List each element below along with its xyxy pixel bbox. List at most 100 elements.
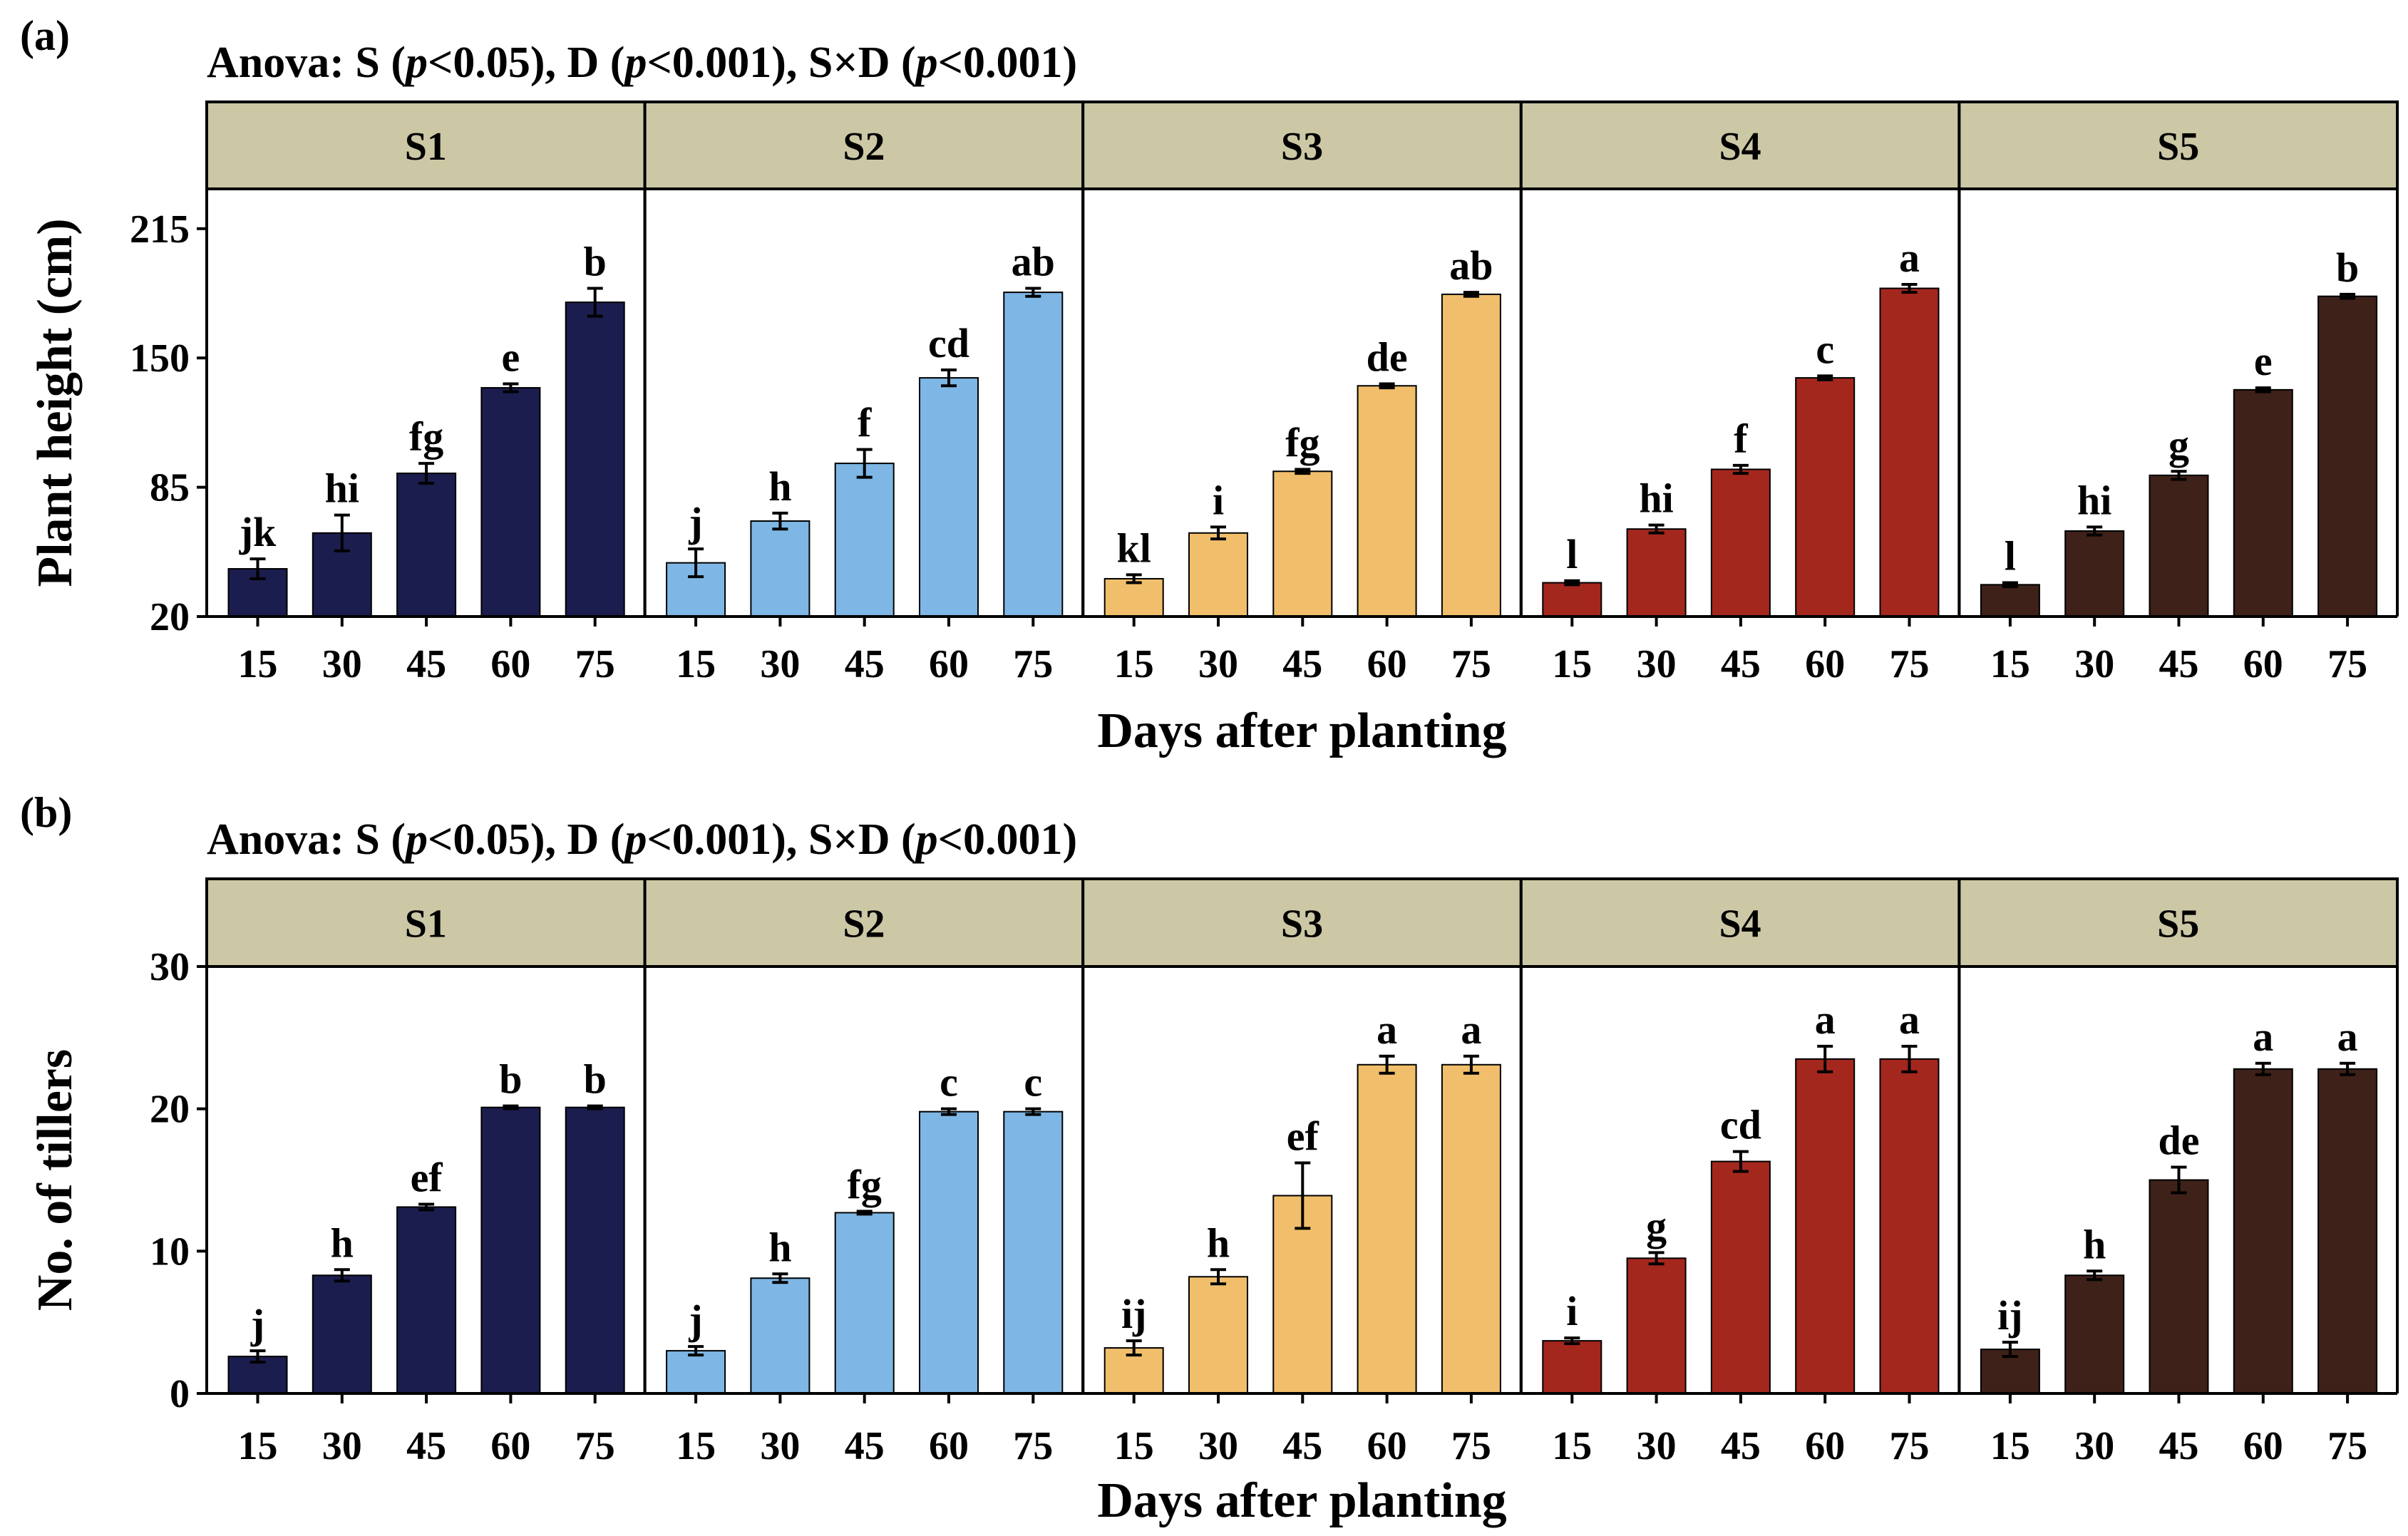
facet-strip — [643, 100, 1085, 190]
x-tick-label: 75 — [575, 1424, 615, 1468]
significance-letter: i — [1566, 1288, 1578, 1334]
bar — [1272, 470, 1333, 617]
x-tick-label: 15 — [1990, 642, 2030, 686]
significance-letter: ef — [411, 1154, 443, 1200]
facet-strip-label: S5 — [2157, 125, 2199, 169]
bar — [2317, 1068, 2378, 1394]
bar — [1626, 528, 1687, 617]
x-tick-label: 30 — [322, 1424, 362, 1468]
anova-title-part: p — [912, 38, 938, 87]
bar — [2064, 530, 2125, 617]
facet-strip — [1519, 100, 1961, 190]
x-tick-label: 45 — [845, 642, 885, 686]
bar — [480, 387, 541, 617]
bar — [2233, 1068, 2293, 1394]
bar — [2149, 474, 2209, 618]
bar — [1542, 1340, 1602, 1394]
anova-title-part: Anova: S ( — [207, 38, 406, 87]
x-tick-label: 75 — [1890, 642, 1930, 686]
facet-strip — [643, 877, 1085, 968]
bar — [480, 1106, 541, 1395]
facet-strip-label: S3 — [1281, 125, 1323, 169]
significance-letter: b — [499, 1056, 522, 1103]
bar — [1879, 1058, 1940, 1394]
anova-title-part: p — [402, 815, 428, 864]
x-tick-label: 30 — [2074, 1424, 2114, 1468]
x-tick-label: 30 — [1637, 642, 1677, 686]
bar — [750, 1277, 811, 1395]
facet-s3: S3 kl 15 i 30 fg 45 de 60 ab 75 — [1081, 100, 1523, 686]
x-tick-label: 60 — [2243, 642, 2283, 686]
significance-letter: g — [1646, 1202, 1667, 1249]
significance-letter: h — [768, 463, 791, 510]
anova-title-part: <0.001) — [938, 38, 1077, 87]
x-tick-label: 60 — [1805, 642, 1845, 686]
bar — [396, 473, 457, 617]
significance-letter: jk — [239, 509, 277, 555]
facet-s3: S3 ij 15 h 30 ef 45 a 60 a 75 — [1081, 877, 1523, 1468]
significance-letter: e — [502, 334, 520, 380]
significance-letter: ef — [1287, 1113, 1319, 1160]
bar — [1188, 532, 1248, 618]
facet-strip-label: S3 — [1281, 902, 1323, 947]
y-tick-label: 20 — [150, 595, 190, 639]
x-tick-label: 15 — [1552, 642, 1592, 686]
x-tick-label: 60 — [1805, 1424, 1845, 1468]
y-tick-label: 85 — [150, 466, 190, 510]
anova-title: Anova: S (p<0.05), D (p<0.001), S×D (p<0… — [207, 815, 1077, 864]
bar — [666, 1350, 726, 1394]
significance-letter: ij — [1997, 1292, 2022, 1339]
facet-s5: S5 ij 15 h 30 de 45 a 60 a 75 — [1957, 877, 2399, 1468]
x-tick-label: 45 — [406, 642, 446, 686]
x-tick-label: 15 — [1990, 1424, 2030, 1468]
bar — [2317, 295, 2378, 617]
x-tick-label: 15 — [676, 1424, 716, 1468]
significance-letter: ij — [1121, 1291, 1146, 1337]
significance-letter: l — [1566, 531, 1578, 577]
x-tick-label: 75 — [1013, 1424, 1053, 1468]
significance-letter: f — [858, 400, 872, 446]
anova-title-part: <0.05), D ( — [428, 815, 624, 864]
significance-letter: cd — [928, 320, 969, 366]
anova-title-part: p — [621, 38, 647, 87]
significance-letter: hi — [1639, 475, 1673, 522]
anova-title: Anova: S (p<0.05), D (p<0.001), S×D (p<0… — [207, 38, 1077, 87]
bar — [1357, 1063, 1417, 1395]
panel-label: (a) — [20, 12, 70, 59]
significance-letter: de — [1367, 334, 1408, 380]
significance-letter: ab — [1012, 239, 1055, 285]
significance-letter: a — [2253, 1014, 2273, 1060]
anova-title-part: Anova: S ( — [207, 815, 406, 864]
x-axis-title: Days after planting — [1097, 703, 1506, 758]
bar — [834, 463, 895, 617]
bar — [1980, 584, 2040, 617]
x-tick-label: 30 — [760, 642, 800, 686]
x-tick-label: 15 — [238, 1424, 278, 1468]
bar — [1626, 1257, 1687, 1394]
x-tick-label: 45 — [1282, 1424, 1322, 1468]
x-tick-label: 45 — [2159, 1424, 2199, 1468]
significance-letter: b — [584, 239, 607, 285]
facet-s4: S4 l 15 hi 30 f 45 c 60 a 75 — [1519, 100, 1961, 686]
facet-strip — [1081, 100, 1523, 190]
bar — [565, 301, 625, 617]
significance-letter: j — [688, 499, 702, 545]
bar — [1357, 385, 1417, 617]
anova-title-part: <0.001) — [938, 815, 1077, 864]
facet-strip-label: S4 — [1719, 902, 1761, 947]
bar — [1441, 1063, 1501, 1395]
significance-letter: a — [1377, 1006, 1397, 1053]
x-tick-label: 30 — [1198, 1424, 1238, 1468]
bar — [1003, 292, 1064, 617]
significance-letter: a — [2337, 1014, 2358, 1060]
panel-b: (b)Anova: S (p<0.05), D (p<0.001), S×D (… — [20, 789, 2399, 1528]
facet-strip — [205, 877, 647, 968]
x-tick-label: 75 — [575, 642, 615, 686]
facet-strip — [1957, 100, 2399, 190]
x-tick-label: 30 — [2074, 642, 2114, 686]
facet-strip — [1957, 877, 2399, 968]
facet-strip-label: S1 — [405, 902, 447, 947]
bar — [919, 1110, 979, 1395]
significance-letter: de — [2159, 1118, 2200, 1164]
